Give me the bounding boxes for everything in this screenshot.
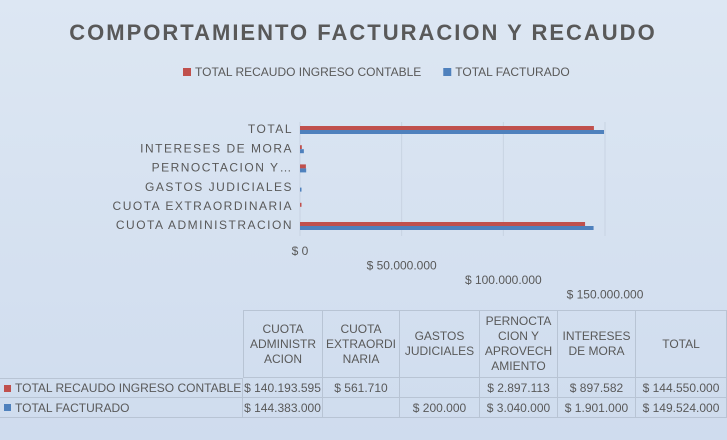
legend-label: TOTAL RECAUDO INGRESO CONTABLE [195, 65, 421, 79]
table-header: CUOTA EXTRAORDINARIA [323, 310, 400, 378]
chart: COMPORTAMIENTO FACTURACION Y RECAUDO TOT… [69, 20, 656, 302]
x-tick-label: $ 150.000.000 [567, 288, 644, 302]
legend-label: TOTAL FACTURADO [455, 65, 569, 79]
y-tick-label: GASTOS JUDICIALES [145, 180, 293, 194]
table-cell: $ 897.582 [558, 378, 636, 398]
bar [300, 202, 302, 207]
legend-swatch [4, 384, 11, 392]
y-tick-label: INTERESES DE MORA [140, 141, 293, 155]
table-header: PERNOCTACION Y APROVECHAMIENTO [480, 310, 558, 378]
y-tick-label: CUOTA ADMINISTRACION [116, 218, 293, 232]
bar [300, 164, 306, 169]
table-row-header: TOTAL RECAUDO INGRESO CONTABLE [0, 378, 243, 398]
table-cell: $ 144.550.000 [636, 378, 727, 398]
y-tick-label: PERNOCTACION Y… [152, 161, 293, 175]
legend-swatch [443, 68, 452, 76]
table-cell: $ 2.897.113 [480, 378, 558, 398]
series-name: TOTAL RECAUDO INGRESO CONTABLE [15, 381, 242, 395]
bar [300, 145, 302, 150]
series-name: TOTAL FACTURADO [15, 400, 130, 415]
bar [300, 187, 302, 192]
table-header: CUOTA ADMINISTRACION [243, 310, 323, 378]
table-cell: $ 144.383.000 [243, 398, 323, 418]
x-tick-label: $ 50.000.000 [367, 259, 437, 273]
table-cell: $ 140.193.595 [243, 378, 323, 398]
table-cell: $ 1.901.000 [558, 398, 636, 418]
legend-swatch [4, 404, 11, 411]
y-tick-label: CUOTA EXTRAORDINARIA [113, 199, 293, 213]
table-row-header: TOTAL FACTURADO [0, 398, 243, 418]
bar [300, 126, 594, 130]
table-cell: $ 200.000 [400, 398, 480, 418]
legend-swatch [183, 68, 191, 76]
table-cell [323, 398, 400, 418]
bar [300, 130, 605, 134]
table-header: INTERESES DE MORA [558, 310, 636, 378]
table-header: TOTAL [636, 310, 727, 378]
table-cell: $ 3.040.000 [480, 398, 558, 418]
bar [300, 222, 586, 226]
table-cell [400, 378, 480, 398]
x-tick-label: $ 0 [292, 244, 309, 258]
chart-title: COMPORTAMIENTO FACTURACION Y RECAUDO [69, 20, 656, 45]
table-cell: $ 149.524.000 [636, 398, 727, 418]
bar [300, 168, 307, 173]
bar [300, 149, 304, 154]
table-header: GASTOS JUDICIALES [400, 310, 480, 378]
table-cell: $ 561.710 [323, 378, 400, 398]
bar [300, 226, 594, 230]
y-tick-label: TOTAL [248, 122, 293, 136]
x-tick-label: $ 100.000.000 [465, 273, 542, 287]
